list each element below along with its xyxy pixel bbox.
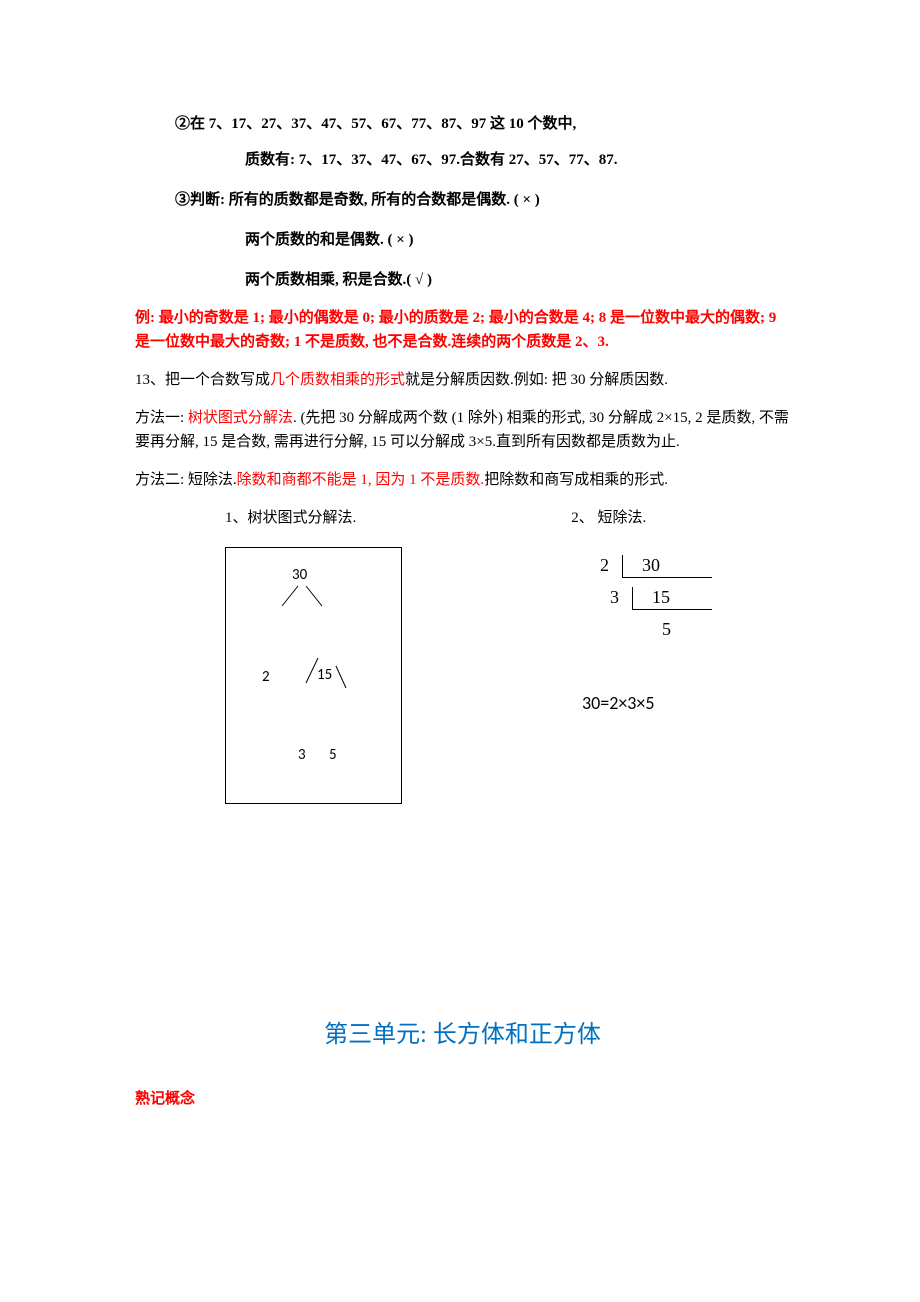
sd-15: 15 [652, 587, 670, 608]
label-tree: 1、树状图式分解法. [225, 506, 356, 527]
tree-lines-svg [226, 548, 401, 803]
tree-node-30: 30 [292, 566, 307, 584]
judge-3-text: 两个质数相乘, 积是合数.( [245, 272, 411, 288]
short-division-column: 2 30 3 15 5 30=2×3×5 [552, 547, 752, 714]
p13-a: 13、把一个合数写成 [135, 372, 270, 388]
document-page: ②在 7、17、27、37、47、57、67、77、87、97 这 10 个数中… [0, 0, 920, 1302]
sd-line1v [622, 555, 623, 577]
judge-3-mark: √ ) [411, 272, 432, 288]
tree-node-15: 15 [317, 666, 332, 684]
diagrams-row: 30 2 15 3 5 2 30 3 15 5 30=2×3×5 [135, 547, 790, 804]
judge-2-mark: × ) [393, 232, 414, 248]
sd-30: 30 [642, 555, 660, 576]
sd-3: 3 [610, 587, 619, 608]
short-division-diagram: 2 30 3 15 5 [552, 547, 752, 657]
label-short: 2、 短除法. [571, 506, 646, 527]
tree-node-3: 3 [298, 746, 306, 764]
sd-2: 2 [600, 555, 609, 576]
equation-30: 30=2×3×5 [552, 692, 752, 714]
sd-line2 [632, 609, 712, 610]
m2-red: 除数和商都不能是 1, 因为 1 不是质数. [237, 472, 485, 488]
paragraph-judge-1: ③判断: 所有的质数都是奇数, 所有的合数都是偶数. ( × ) [135, 186, 790, 214]
tree-diagram: 30 2 15 3 5 [225, 547, 402, 804]
p13-red: 几个质数相乘的形式 [270, 372, 405, 388]
paragraph-judge-2: 两个质数的和是偶数. ( × ) [135, 226, 790, 254]
sd-line1 [622, 577, 712, 578]
method-1: 方法一: 树状图式分解法. (先把 30 分解成两个数 (1 除外) 相乘的形式… [135, 406, 790, 454]
tree-node-2: 2 [262, 668, 270, 686]
m2-b: 把除数和商写成相乘的形式. [484, 472, 668, 488]
unit-3-title: 第三单元: 长方体和正方体 [135, 1014, 790, 1049]
method-2: 方法二: 短除法.除数和商都不能是 1, 因为 1 不是质数.把除数和商写成相乘… [135, 466, 790, 494]
sd-5: 5 [662, 619, 671, 640]
memo-heading: 熟记概念 [135, 1085, 790, 1113]
m1-red: 树状图式分解法 [188, 410, 293, 426]
judge-1-text: ③判断: 所有的质数都是奇数, 所有的合数都是偶数. ( [175, 192, 519, 208]
example-paragraph: 例: 最小的奇数是 1; 最小的偶数是 0; 最小的质数是 2; 最小的合数是 … [135, 306, 790, 354]
paragraph-q2: ②在 7、17、27、37、47、57、67、77、87、97 这 10 个数中… [135, 110, 790, 138]
judge-1-mark: × ) [519, 192, 540, 208]
judge-2-text: 两个质数的和是偶数. ( [245, 232, 393, 248]
paragraph-judge-3: 两个质数相乘, 积是合数.( √ ) [135, 266, 790, 294]
m1-a: 方法一: [135, 410, 188, 426]
p13-b: 就是分解质因数.例如: 把 30 分解质因数. [405, 372, 668, 388]
methods-labels-row: 1、树状图式分解法. 2、 短除法. [135, 506, 790, 527]
sd-line2v [632, 587, 633, 609]
tree-node-5: 5 [329, 746, 337, 764]
paragraph-q2-answer: 质数有: 7、17、37、47、67、97.合数有 27、57、77、87. [135, 146, 790, 174]
m2-a: 方法二: 短除法. [135, 472, 237, 488]
paragraph-13: 13、把一个合数写成几个质数相乘的形式就是分解质因数.例如: 把 30 分解质因… [135, 366, 790, 394]
